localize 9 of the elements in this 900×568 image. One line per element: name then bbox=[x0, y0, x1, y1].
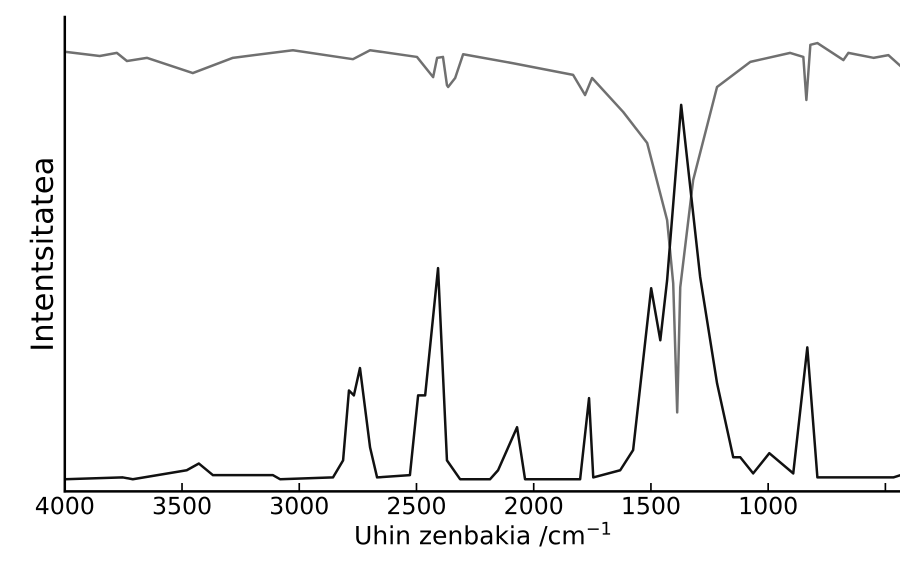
x-tick-label: 2000 bbox=[505, 496, 562, 514]
x-tick-label: 4000 bbox=[36, 496, 94, 514]
x-tick-label: 1000 bbox=[740, 496, 797, 514]
x-tick-label: 3000 bbox=[271, 496, 328, 514]
x-tick-label: 2500 bbox=[388, 496, 445, 514]
x-tick-label: 3500 bbox=[154, 496, 211, 514]
x-axis-title: Uhin zenbakia /cm$^{−1}$ bbox=[356, 522, 610, 547]
y-axis-title: Intentsitatea bbox=[30, 159, 54, 349]
x-tick-label: 1500 bbox=[623, 496, 680, 514]
